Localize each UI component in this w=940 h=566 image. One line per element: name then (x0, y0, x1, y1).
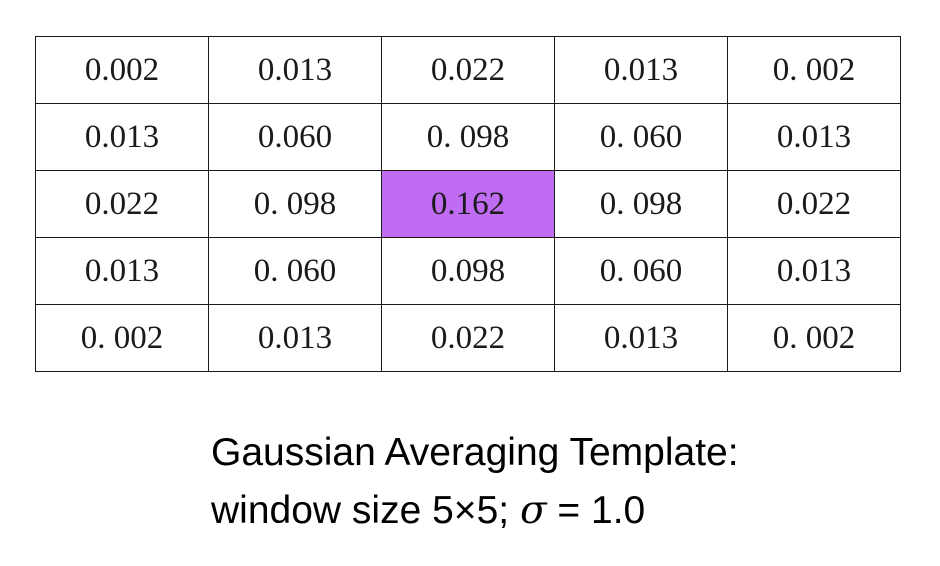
gaussian-kernel-table: 0.002 0.013 0.022 0.013 0. 002 0.013 0.060 0. 0… (35, 36, 901, 372)
kernel-row: 0.013 0. 060 0.098 0. 060 0.013 (35, 237, 901, 305)
kernel-cell: 0. 060 (554, 103, 728, 171)
kernel-cell: 0.013 (208, 36, 382, 104)
kernel-cell: 0.022 (381, 304, 555, 372)
kernel-cell: 0.002 (35, 36, 209, 104)
caption-title: Gaussian Averaging Template: (211, 431, 739, 474)
kernel-cell: 0.098 (381, 237, 555, 305)
kernel-cell: 0.013 (727, 103, 901, 171)
kernel-cell: 0.022 (727, 170, 901, 238)
kernel-cell: 0. 002 (35, 304, 209, 372)
kernel-row: 0.002 0.013 0.022 0.013 0. 002 (35, 36, 901, 104)
kernel-cell: 0.022 (381, 36, 555, 104)
kernel-cell: 0.013 (35, 237, 209, 305)
kernel-cell: 0.060 (208, 103, 382, 171)
kernel-cell: 0. 002 (727, 304, 901, 372)
kernel-cell: 0.013 (727, 237, 901, 305)
kernel-cell: 0.013 (554, 36, 728, 104)
kernel-cell: 0. 098 (381, 103, 555, 171)
sigma-value: = 1.0 (546, 489, 646, 532)
kernel-cell: 0.013 (35, 103, 209, 171)
kernel-center-cell: 0.162 (381, 170, 555, 238)
times-symbol: × (453, 489, 477, 532)
sigma-symbol: σ (519, 488, 547, 533)
kernel-cell: 0. 098 (554, 170, 728, 238)
kernel-cell: 0. 060 (208, 237, 382, 305)
window-size-value: 5; (476, 489, 520, 532)
kernel-cell: 0.013 (554, 304, 728, 372)
caption: Gaussian Averaging Template: window size… (211, 424, 739, 540)
kernel-cell: 0.022 (35, 170, 209, 238)
kernel-row: 0.013 0.060 0. 098 0. 060 0.013 (35, 103, 901, 171)
window-size-label: window size 5 (211, 489, 454, 532)
kernel-row: 0. 002 0.013 0.022 0.013 0. 002 (35, 304, 901, 372)
kernel-table-body: 0.002 0.013 0.022 0.013 0. 002 0.013 0.060 0. 0… (35, 36, 901, 372)
caption-parameters: window size 5×5; σ = 1.0 (211, 482, 739, 540)
kernel-cell: 0.013 (208, 304, 382, 372)
kernel-row: 0.022 0. 098 0.162 0. 098 0.022 (35, 170, 901, 238)
kernel-cell: 0. 002 (727, 36, 901, 104)
kernel-cell: 0. 098 (208, 170, 382, 238)
kernel-cell: 0. 060 (554, 237, 728, 305)
